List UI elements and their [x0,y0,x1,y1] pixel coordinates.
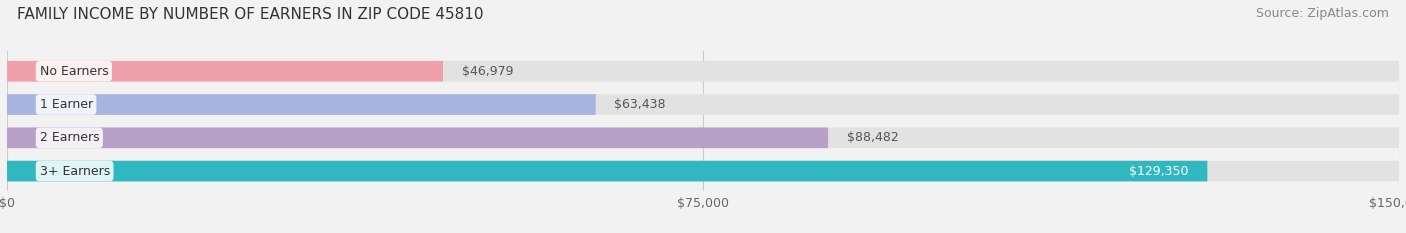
Text: $88,482: $88,482 [846,131,898,144]
FancyBboxPatch shape [7,127,828,148]
Text: No Earners: No Earners [39,65,108,78]
Text: Source: ZipAtlas.com: Source: ZipAtlas.com [1256,7,1389,20]
Text: FAMILY INCOME BY NUMBER OF EARNERS IN ZIP CODE 45810: FAMILY INCOME BY NUMBER OF EARNERS IN ZI… [17,7,484,22]
Text: 2 Earners: 2 Earners [39,131,100,144]
FancyBboxPatch shape [7,161,1208,182]
FancyBboxPatch shape [7,61,1399,82]
Text: 1 Earner: 1 Earner [39,98,93,111]
FancyBboxPatch shape [7,127,1399,148]
FancyBboxPatch shape [7,94,1399,115]
FancyBboxPatch shape [7,61,443,82]
FancyBboxPatch shape [7,161,1399,182]
Text: $63,438: $63,438 [614,98,666,111]
Text: $129,350: $129,350 [1129,164,1189,178]
FancyBboxPatch shape [7,94,596,115]
Text: 3+ Earners: 3+ Earners [39,164,110,178]
Text: $46,979: $46,979 [461,65,513,78]
